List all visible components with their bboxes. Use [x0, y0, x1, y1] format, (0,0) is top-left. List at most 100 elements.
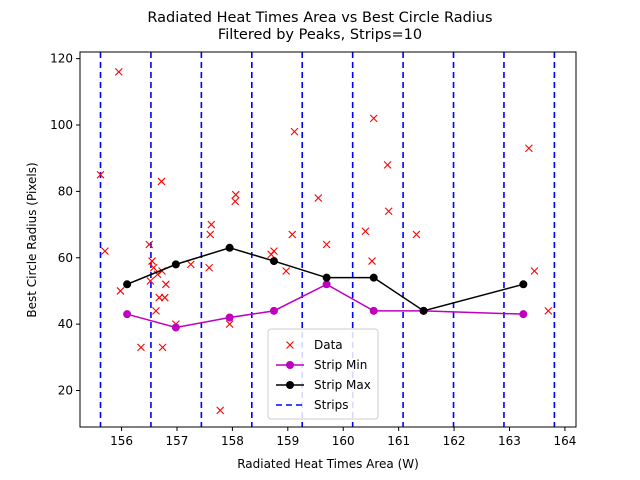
marker-stroke [544, 306, 553, 315]
x-axis-label: Radiated Heat Times Area (W) [237, 457, 419, 471]
marker-stroke [231, 190, 240, 199]
strip-max-point [369, 273, 378, 282]
data-point [145, 240, 154, 249]
marker-stroke [270, 247, 278, 256]
marker-stroke [207, 220, 216, 229]
data-point [157, 177, 166, 186]
strip-max-point [419, 306, 428, 315]
data-point [231, 197, 240, 206]
marker-stroke [153, 270, 162, 279]
data-point [231, 190, 240, 199]
data-point [207, 220, 216, 229]
legend-label: Strip Max [314, 378, 371, 392]
marker-stroke [322, 240, 331, 249]
plot-area [96, 52, 556, 427]
strip-max-point [171, 260, 180, 269]
data-point [368, 257, 376, 265]
y-tick-label: 80 [58, 184, 73, 198]
marker-stroke [412, 230, 421, 239]
marker-stroke [160, 293, 169, 302]
data-point [290, 127, 299, 136]
x-tick-label: 156 [110, 434, 133, 448]
strip-max-point [269, 257, 278, 266]
marker-stroke [384, 207, 393, 216]
marker-stroke [361, 227, 370, 236]
x-tick-label: 161 [387, 434, 410, 448]
marker-stroke [383, 160, 392, 169]
chart-subtitle: Filtered by Peaks, Strips=10 [218, 27, 422, 43]
marker-stroke [149, 263, 158, 272]
x-tick-label: 164 [553, 434, 576, 448]
data-point [205, 263, 214, 272]
strip-max-point [225, 243, 234, 252]
data-point [270, 247, 278, 256]
marker-stroke [137, 343, 145, 352]
strip-min-point [123, 310, 132, 319]
data-point [149, 263, 158, 272]
data-point [146, 277, 155, 285]
data-point [186, 260, 195, 269]
data-point [369, 114, 378, 123]
data-point [96, 170, 105, 179]
marker-stroke [216, 406, 225, 415]
strip-min-point [322, 280, 331, 289]
marker-stroke [96, 170, 105, 179]
data-point [216, 406, 225, 415]
marker-stroke [145, 240, 154, 249]
marker-stroke [368, 257, 376, 265]
strip-min-point [171, 323, 180, 332]
marker-stroke [530, 267, 539, 275]
data-point [160, 293, 169, 302]
marker-stroke [290, 127, 299, 136]
x-tick-label: 158 [221, 434, 244, 448]
data-point [525, 144, 533, 153]
strip-max-point [519, 280, 528, 289]
strip-min-point [269, 306, 278, 315]
legend-label: Strip Min [314, 358, 367, 372]
marker-stroke [205, 263, 214, 272]
marker-stroke [162, 280, 170, 289]
data-point [158, 343, 167, 352]
strip-min-point [519, 310, 528, 319]
legend-strip_min-marker [286, 361, 294, 369]
legend-strip_max-marker [286, 381, 294, 389]
data-point [162, 280, 170, 289]
y-tick-label: 120 [50, 52, 73, 66]
y-axis: 20 40 60 80 100 120 [50, 52, 80, 397]
data-point [225, 320, 234, 329]
marker-stroke [286, 341, 294, 349]
y-tick-label: 20 [58, 383, 73, 397]
marker-stroke [116, 287, 125, 295]
strip-max-point [123, 280, 132, 289]
data-point [383, 160, 392, 169]
marker-stroke [155, 293, 164, 302]
marker-stroke [525, 144, 533, 153]
legend: Data Strip Min Strip Max Strips [267, 328, 379, 420]
data-point [155, 293, 164, 302]
marker-stroke [148, 257, 156, 265]
strip-max-line [126, 247, 524, 312]
marker-stroke [225, 320, 234, 329]
strip-max-point [322, 273, 331, 282]
data-point [148, 257, 156, 265]
strip-min-point [225, 313, 234, 322]
data-point [116, 287, 125, 295]
strip-min-point [369, 306, 378, 315]
x-axis: 156 157 158 159 160 161 162 163 164 [110, 427, 576, 448]
x-tick-label: 160 [332, 434, 355, 448]
strip-min-line [126, 283, 524, 329]
marker-stroke [114, 68, 123, 76]
data-point [288, 230, 297, 239]
legend-box [267, 328, 379, 420]
marker-stroke [101, 247, 109, 256]
data-point [544, 306, 553, 315]
data-point [101, 247, 109, 256]
marker-stroke [314, 194, 323, 202]
legend-label: Data [314, 338, 343, 352]
y-tick-label: 40 [58, 317, 73, 331]
marker-stroke [146, 277, 155, 285]
marker-stroke [206, 230, 215, 239]
y-tick-label: 100 [50, 118, 73, 132]
x-tick-label: 162 [443, 434, 466, 448]
